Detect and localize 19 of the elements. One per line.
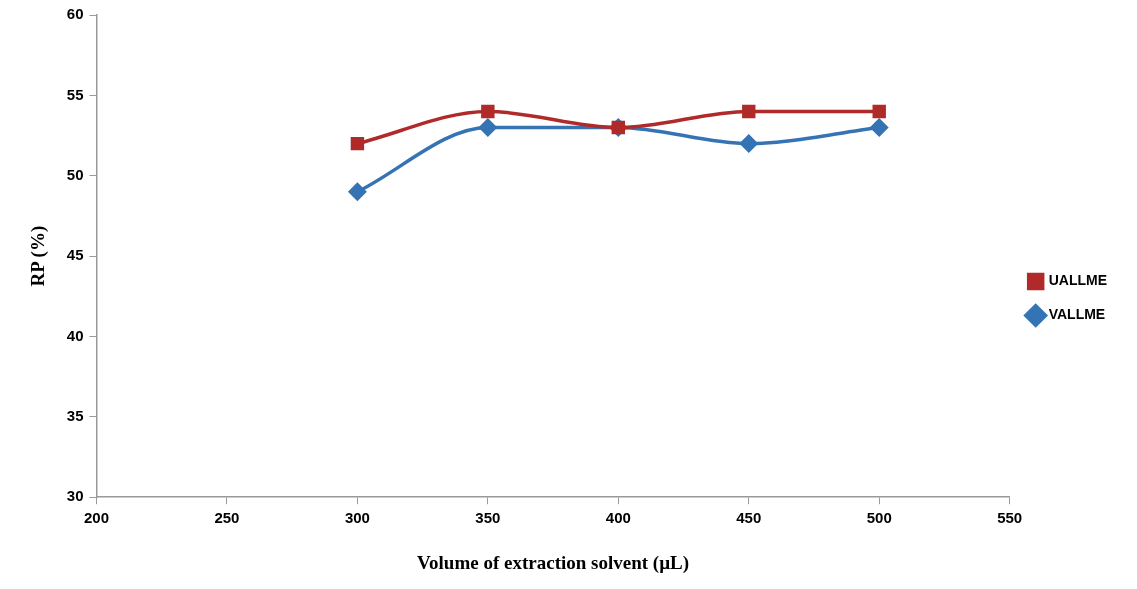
x-tick-label: 300 — [344, 509, 370, 527]
x-tick-label: 450 — [736, 509, 762, 527]
y-tick-label: 40 — [66, 326, 84, 344]
legend-label: VALLME — [1048, 306, 1106, 323]
y-tick-label: 60 — [66, 5, 84, 23]
x-tick-label: 400 — [605, 509, 631, 527]
y-tick-label: 45 — [66, 246, 84, 264]
x-tick-label: 550 — [997, 509, 1023, 527]
x-tick-label: 200 — [83, 509, 109, 527]
y-tick-label: 30 — [66, 487, 84, 505]
legend-label: UALLME — [1048, 272, 1107, 289]
x-tick-label: 500 — [866, 509, 892, 527]
y-tick-label: 50 — [66, 165, 84, 183]
x-axis-title: Volume of extraction solvent (µL) — [417, 551, 690, 574]
y-tick-label: 55 — [66, 85, 84, 103]
x-tick-label: 250 — [214, 509, 240, 527]
x-tick-label: 350 — [475, 509, 501, 527]
y-tick-label: 35 — [66, 406, 84, 424]
y-axis-title: RP (%) — [27, 225, 50, 287]
